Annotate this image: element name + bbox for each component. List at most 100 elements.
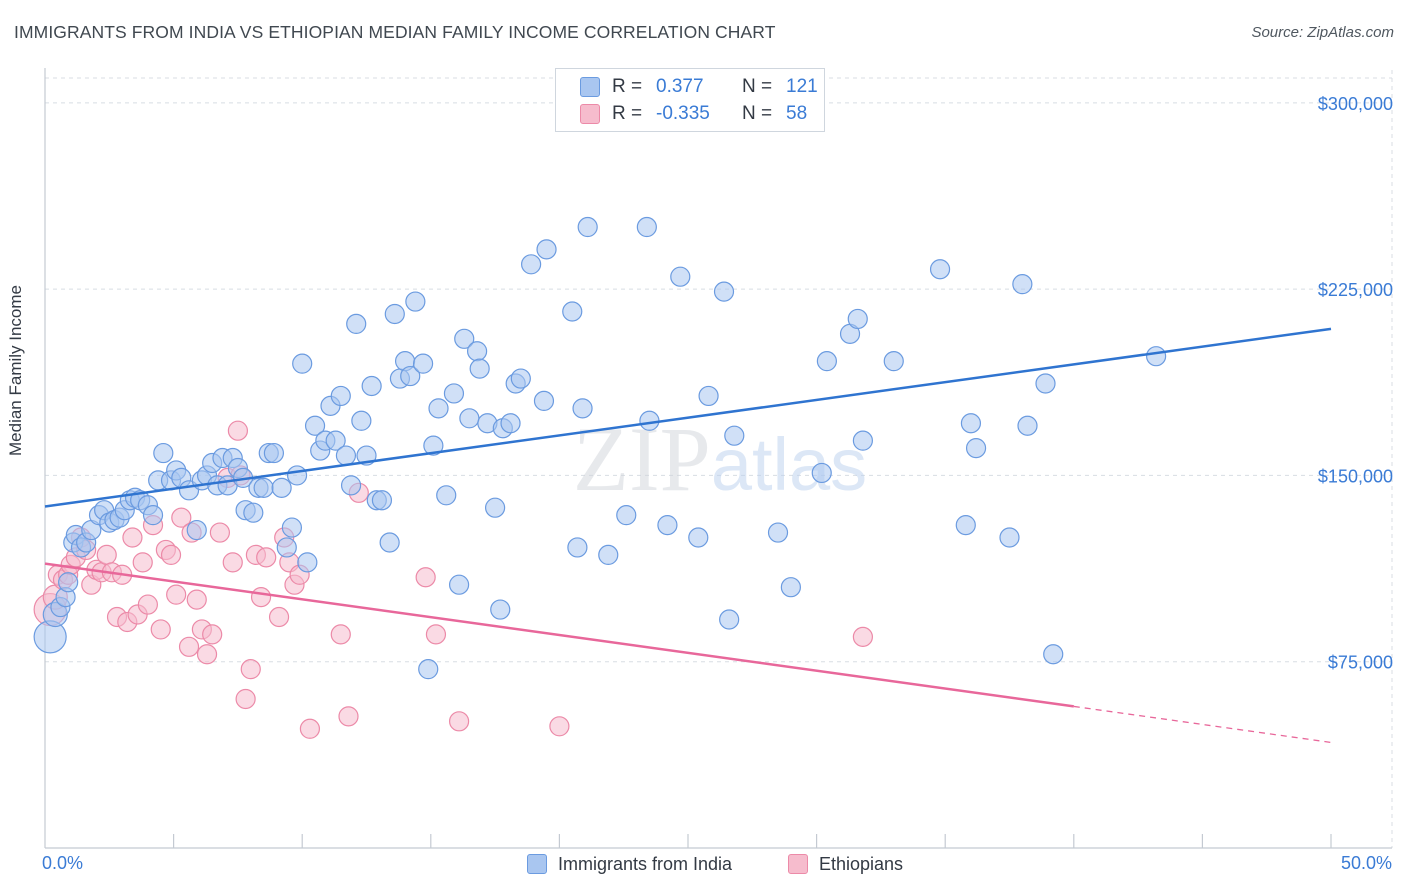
ethiopians-swatch (580, 104, 600, 124)
data-point (227, 420, 248, 441)
data-point (271, 477, 292, 498)
data-point (400, 365, 421, 387)
data-point (253, 477, 274, 498)
r-value: 0.377 (656, 76, 704, 97)
axes (44, 68, 1392, 849)
data-point (816, 351, 837, 372)
data-point (292, 353, 313, 374)
y-tick-label: $150,000 (1318, 466, 1393, 486)
data-point (235, 688, 256, 710)
data-point (250, 587, 272, 608)
data-point (186, 519, 207, 541)
data-point (811, 462, 832, 484)
data-point (243, 502, 264, 523)
data-point (268, 606, 290, 628)
data-point (1035, 373, 1056, 394)
data-point (1017, 415, 1038, 436)
data-point (616, 505, 637, 526)
data-point (443, 383, 465, 404)
data-point (466, 341, 488, 362)
data-point (263, 442, 285, 464)
data-point (335, 445, 357, 466)
data-point (153, 442, 174, 464)
data-point (448, 711, 470, 732)
india-swatch (580, 77, 600, 97)
data-point (346, 313, 367, 335)
ethiopians-trend-line (44, 562, 1074, 708)
n-label: N = (742, 76, 773, 97)
legend-row-india: R = 0.377 N = 121 (580, 75, 818, 99)
data-point (490, 599, 511, 620)
data-point (299, 718, 321, 739)
data-point (428, 398, 449, 419)
data-point (340, 475, 362, 496)
legend-row-ethiopians: R = -0.335 N = 58 (580, 102, 807, 126)
data-point (577, 216, 598, 238)
data-point (485, 497, 506, 518)
data-point (304, 415, 326, 436)
data-point (562, 301, 583, 322)
legend-india: Immigrants from India (527, 852, 732, 876)
ethiopians-legend-swatch (788, 854, 808, 874)
data-point (412, 353, 434, 374)
data-point (196, 644, 218, 665)
ethiopians-trend-extension (1073, 705, 1332, 744)
data-point (379, 532, 400, 553)
india-legend-swatch (527, 854, 547, 874)
data-point (636, 216, 657, 238)
data-point (142, 505, 164, 526)
data-point (670, 266, 691, 287)
data-point (469, 358, 490, 379)
trend-lines (44, 327, 1332, 744)
stats-legend: R = 0.377 N = 121 R = -0.335 N = 58 (555, 68, 825, 132)
y-tick-label: $225,000 (1318, 280, 1393, 300)
data-point (160, 544, 182, 566)
data-point (351, 410, 372, 431)
data-point (150, 619, 171, 640)
data-point (724, 425, 745, 446)
data-point (510, 368, 531, 389)
data-point (240, 659, 261, 680)
r-value: -0.335 (656, 103, 710, 124)
r-label: R = (612, 76, 643, 97)
watermark: ZIPatlas (573, 408, 867, 510)
data-point (448, 574, 470, 595)
x-tick-label-50: 50.0% (1341, 853, 1392, 873)
data-point (657, 514, 678, 536)
data-point (178, 636, 200, 657)
y-tick-label: $300,000 (1318, 94, 1393, 114)
x-tick-label-0: 0.0% (42, 853, 83, 873)
data-point (166, 584, 187, 605)
y-tick-label: $75,000 (1328, 653, 1393, 673)
data-point (713, 281, 735, 302)
data-point (533, 390, 555, 412)
data-point (436, 485, 457, 506)
data-point (719, 609, 740, 630)
data-point (960, 413, 982, 434)
data-point (222, 552, 243, 573)
data-point (929, 259, 951, 280)
data-point (698, 385, 719, 407)
y-tick-labels: $75,000 $150,000 $225,000 $300,000 (1318, 94, 1393, 673)
data-point (384, 303, 405, 325)
data-point (281, 517, 303, 538)
data-point (371, 490, 393, 511)
data-point (297, 552, 318, 573)
data-point (425, 624, 447, 645)
n-value: 121 (786, 76, 818, 97)
data-point (286, 465, 308, 486)
ethiopians-legend-label: Ethiopians (819, 853, 904, 874)
data-point (132, 552, 153, 573)
india-legend-label: Immigrants from India (558, 853, 733, 874)
data-point (171, 507, 192, 528)
data-point (1012, 274, 1033, 295)
data-point (688, 527, 709, 548)
data-point (847, 308, 868, 330)
data-point (423, 435, 444, 456)
data-point (459, 408, 480, 429)
data-point (598, 544, 619, 566)
data-point (256, 547, 277, 568)
data-point (999, 527, 1020, 548)
data-point (415, 567, 436, 588)
